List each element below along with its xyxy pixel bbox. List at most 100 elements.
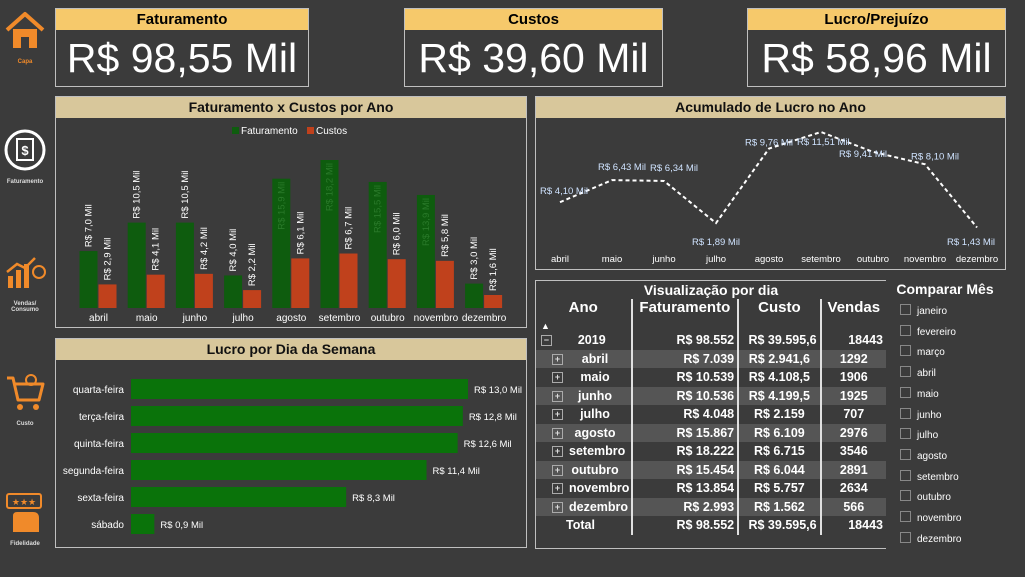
comparar-mes-slicer: Comparar Mês janeiro fevereiro março abril m… bbox=[886, 280, 1004, 547]
acumulado-lucro-title: Acumulado de Lucro no Ano bbox=[536, 97, 1005, 118]
svg-text:$: $ bbox=[21, 143, 29, 158]
month-faturamento: R$ 18.222 bbox=[631, 442, 740, 461]
slicer-option-junho[interactable]: junho bbox=[900, 407, 941, 422]
checkbox-icon[interactable] bbox=[900, 407, 911, 419]
value-label-terça-feira: R$ 12,8 Mil bbox=[469, 412, 517, 423]
point-label-maio: R$ 6,43 Mil bbox=[598, 162, 646, 173]
label-faturamento-abril: R$ 7,0 Mil bbox=[84, 204, 95, 247]
sidebar-item-fidelidade[interactable]: ★★★ Fidelidade bbox=[0, 490, 50, 547]
checkbox-icon[interactable] bbox=[900, 490, 911, 502]
table-row[interactable]: + julho R$ 4.048 R$ 2.159 707 bbox=[536, 405, 886, 424]
checkbox-icon[interactable] bbox=[900, 345, 911, 357]
month-vendas: 2976 bbox=[820, 423, 886, 442]
sidebar-item-vendas[interactable]: Vendas/ Consumo bbox=[0, 250, 50, 313]
sidebar-label-faturamento: Faturamento bbox=[6, 179, 44, 185]
checkbox-icon[interactable] bbox=[900, 469, 911, 481]
checkbox-icon[interactable] bbox=[900, 531, 911, 543]
checkbox-icon[interactable] bbox=[900, 304, 911, 315]
expand-icon[interactable]: + bbox=[552, 446, 563, 458]
month-cell: + agosto bbox=[536, 423, 633, 442]
sort-asc-icon: ▲ bbox=[541, 321, 550, 331]
month-label: agosto bbox=[574, 425, 616, 440]
acumulado-lucro-chart: R$ 4,10 Mil abril R$ 6,43 Mil maio R$ 6,34 M… bbox=[540, 130, 998, 265]
point-label-abril: R$ 4,10 Mil bbox=[540, 186, 588, 197]
expand-icon[interactable]: + bbox=[552, 409, 563, 421]
slicer-option-agosto[interactable]: agosto bbox=[900, 448, 948, 463]
x-tick-julho: julho bbox=[705, 254, 726, 265]
table-row[interactable]: + agosto R$ 15.867 R$ 6.109 2976 bbox=[536, 423, 886, 442]
table-row[interactable]: + outubro R$ 15.454 R$ 6.044 2891 bbox=[536, 460, 886, 479]
kpi-faturamento-title: Faturamento bbox=[56, 9, 308, 30]
expand-icon[interactable]: + bbox=[552, 427, 563, 439]
checkbox-icon[interactable] bbox=[900, 324, 911, 336]
slicer-option-setembro[interactable]: setembro bbox=[900, 469, 959, 484]
month-label: junho bbox=[577, 388, 612, 403]
sidebar-item-custo[interactable]: Custo bbox=[0, 370, 50, 427]
col-header-vendas[interactable]: Vendas bbox=[827, 299, 881, 316]
label-faturamento-julho: R$ 4,0 Mil bbox=[228, 229, 239, 272]
slicer-option-novembro[interactable]: novembro bbox=[900, 511, 961, 525]
expand-icon[interactable]: + bbox=[552, 372, 563, 384]
label-faturamento-outubro: R$ 15,5 Mil bbox=[373, 185, 384, 233]
slicer-option-maio[interactable]: maio bbox=[900, 386, 939, 401]
point-label-junho: R$ 6,34 Mil bbox=[650, 163, 698, 174]
slicer-option-março[interactable]: março bbox=[900, 345, 945, 359]
checkbox-icon[interactable] bbox=[900, 366, 911, 378]
acumulado-lucro-panel: Acumulado de Lucro no Ano R$ 4,10 Mil abr… bbox=[535, 96, 1006, 270]
col-header-faturamento[interactable]: Faturamento bbox=[631, 299, 740, 331]
sidebar-item-faturamento[interactable]: $ Faturamento bbox=[0, 128, 50, 185]
x-tick-dezembro: dezembro bbox=[956, 254, 998, 265]
year-faturamento: R$ 98.552 bbox=[631, 331, 740, 350]
value-label-quinta-feira: R$ 12,6 Mil bbox=[464, 439, 512, 450]
checkbox-icon[interactable] bbox=[900, 386, 911, 398]
value-label-segunda-feira: R$ 11,4 Mil bbox=[433, 466, 480, 477]
bar-faturamento-maio bbox=[127, 222, 146, 308]
bar-faturamento-dezembro bbox=[465, 283, 484, 308]
expand-icon[interactable]: + bbox=[552, 353, 563, 365]
table-row[interactable]: + junho R$ 10.536 R$ 4.199,5 1925 bbox=[536, 386, 886, 405]
expand-icon[interactable]: + bbox=[552, 501, 563, 513]
expand-icon[interactable]: + bbox=[552, 464, 563, 476]
slicer-option-outubro[interactable]: outubro bbox=[900, 490, 951, 504]
col-header-custo[interactable]: Custo bbox=[738, 299, 822, 331]
table-row[interactable]: + novembro R$ 13.854 R$ 5.757 2634 bbox=[536, 479, 886, 498]
month-custo: R$ 5.757 bbox=[738, 479, 822, 498]
kpi-faturamento-value: R$ 98,55 Mil bbox=[66, 35, 298, 81]
legend-swatch-custos bbox=[307, 127, 314, 134]
collapse-icon[interactable]: − bbox=[540, 335, 552, 347]
table-row-year[interactable]: − 2019 R$ 98.552 R$ 39.595,6 18443 bbox=[536, 331, 886, 350]
slicer-option-fevereiro[interactable]: fevereiro bbox=[900, 324, 956, 339]
sidebar-item-capa[interactable]: Capa bbox=[0, 8, 50, 65]
chart-legend: Faturamento Custos bbox=[232, 126, 347, 137]
kpi-lucro-title: Lucro/Prejuízo bbox=[748, 9, 1005, 30]
slicer-option-dezembro[interactable]: dezembro bbox=[900, 531, 961, 546]
month-faturamento: R$ 10.539 bbox=[631, 368, 740, 387]
x-tick-agosto: agosto bbox=[755, 254, 784, 265]
expand-icon[interactable]: + bbox=[552, 483, 563, 495]
table-row[interactable]: + abril R$ 7.039 R$ 2.941,6 1292 bbox=[536, 349, 886, 368]
expand-icon[interactable]: + bbox=[552, 390, 563, 402]
month-vendas: 1906 bbox=[820, 368, 886, 387]
kpi-custos: Custos R$ 39,60 Mil bbox=[404, 8, 663, 87]
table-row[interactable]: + maio R$ 10.539 R$ 4.108,5 1906 bbox=[536, 368, 886, 387]
slicer-option-julho[interactable]: julho bbox=[900, 428, 938, 442]
label-custos-maio: R$ 4,1 Mil bbox=[151, 228, 162, 271]
checkbox-icon[interactable] bbox=[900, 448, 911, 460]
bar-custos-junho bbox=[194, 273, 213, 308]
bar-custos-dezembro bbox=[484, 294, 503, 308]
table-row[interactable]: + dezembro R$ 2.993 R$ 1.562 566 bbox=[536, 497, 886, 516]
table-row[interactable]: + setembro R$ 18.222 R$ 6.715 3546 bbox=[536, 442, 886, 461]
col-header-ano-label: Ano bbox=[568, 299, 598, 316]
checkbox-icon[interactable] bbox=[900, 428, 911, 440]
month-custo: R$ 6.109 bbox=[738, 423, 822, 442]
col-header-ano[interactable]: Ano ▲ bbox=[536, 299, 633, 331]
slicer-option-janeiro[interactable]: janeiro bbox=[900, 304, 947, 318]
year-custo: R$ 39.595,6 bbox=[738, 331, 822, 350]
slicer-option-abril[interactable]: abril bbox=[900, 366, 936, 380]
x-tick-junho: junho bbox=[651, 254, 675, 265]
slicer-option-label: agosto bbox=[917, 450, 948, 462]
month-cell: + outubro bbox=[536, 460, 633, 479]
y-tick-terça-feira: terça-feira bbox=[79, 412, 124, 423]
checkbox-icon[interactable] bbox=[900, 511, 911, 522]
y-tick-sábado: sábado bbox=[91, 520, 124, 531]
